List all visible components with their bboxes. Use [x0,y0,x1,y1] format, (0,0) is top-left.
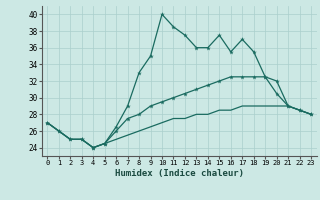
X-axis label: Humidex (Indice chaleur): Humidex (Indice chaleur) [115,169,244,178]
